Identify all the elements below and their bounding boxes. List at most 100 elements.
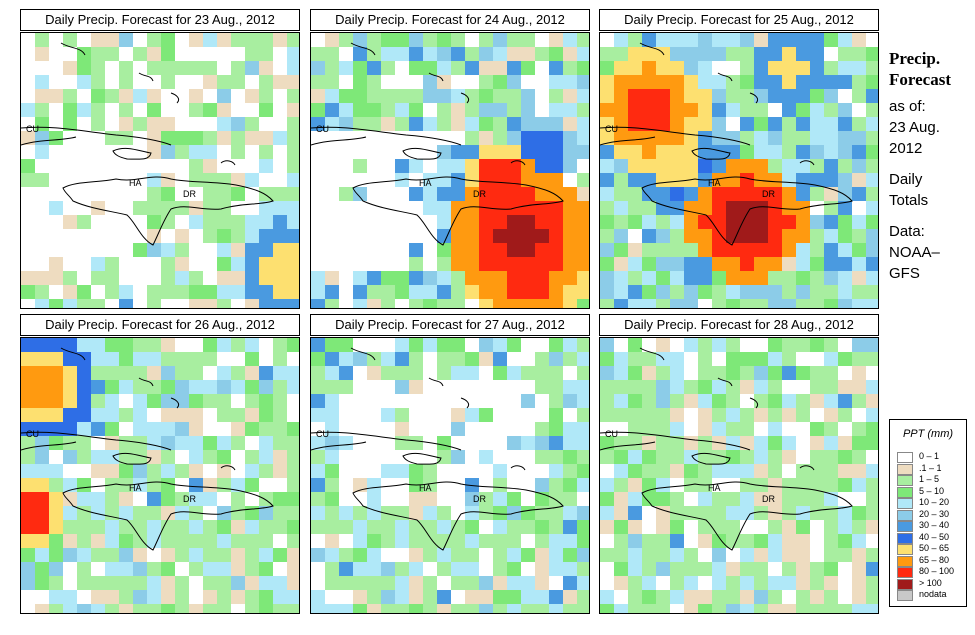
precip-cell: [535, 534, 549, 548]
precip-cell: [367, 436, 381, 450]
precip-cell: [810, 352, 824, 366]
precip-cell: [409, 131, 423, 145]
precip-cell: [395, 61, 409, 75]
precip-cell: [465, 201, 479, 215]
precip-cell: [521, 380, 535, 394]
precip-cell: [698, 299, 712, 308]
precip-cell: [670, 394, 684, 408]
precip-cell: [535, 548, 549, 562]
precip-cell: [339, 380, 353, 394]
precip-cell: [656, 576, 670, 590]
precip-cell: [866, 408, 878, 422]
precip-cell: [203, 478, 217, 492]
precip-cell: [479, 436, 493, 450]
precip-cell: [810, 159, 824, 173]
precip-cell: [768, 215, 782, 229]
precip-cell: [656, 215, 670, 229]
precip-cell: [353, 299, 367, 308]
precip-cell: [231, 492, 245, 506]
precip-cell: [521, 215, 535, 229]
precip-cell: [866, 534, 878, 548]
precip-cell: [782, 450, 796, 464]
precip-cell: [628, 478, 642, 492]
precip-cell: [161, 506, 175, 520]
precip-cell: [259, 61, 273, 75]
precip-cell: [535, 408, 549, 422]
precip-cell: [273, 271, 287, 285]
precip-cell: [437, 47, 451, 61]
precip-cell: [175, 436, 189, 450]
precip-cell: [563, 450, 577, 464]
precip-cell: [147, 201, 161, 215]
precip-cell: [91, 47, 105, 61]
precip-cell: [423, 75, 437, 89]
precip-cell: [203, 576, 217, 590]
precip-cell: [437, 299, 451, 308]
precip-cell: [684, 450, 698, 464]
precip-cell: [133, 61, 147, 75]
precip-cell: [287, 89, 299, 103]
precip-cell: [119, 131, 133, 145]
precip-cell: [367, 33, 381, 47]
precip-cell: [852, 33, 866, 47]
precip-cell: [577, 159, 589, 173]
legend-swatch: [897, 578, 913, 590]
precip-cell: [563, 215, 577, 229]
precip-cell: [600, 75, 614, 89]
precip-cell: [754, 285, 768, 299]
precip-cell: [507, 187, 521, 201]
precip-cell: [698, 61, 712, 75]
precip-cell: [353, 89, 367, 103]
precip-cell: [549, 380, 563, 394]
precip-cell: [77, 103, 91, 117]
precip-cell: [259, 33, 273, 47]
precip-cell: [367, 380, 381, 394]
precip-cell: [600, 394, 614, 408]
precip-cell: [740, 215, 754, 229]
precip-cell: [535, 33, 549, 47]
precip-cell: [614, 492, 628, 506]
precip-cell: [367, 103, 381, 117]
precip-cell: [437, 590, 451, 604]
precip-cell: [423, 534, 437, 548]
precip-cell: [866, 299, 878, 308]
precip-cell: [656, 173, 670, 187]
precip-cell: [381, 464, 395, 478]
precip-cell: [563, 478, 577, 492]
precip-cell: [381, 450, 395, 464]
precip-cell: [147, 506, 161, 520]
precip-cell: [698, 201, 712, 215]
precip-cell: [726, 89, 740, 103]
precip-cell: [521, 562, 535, 576]
precip-cell: [49, 215, 63, 229]
precip-cell: [810, 380, 824, 394]
precip-cell: [768, 229, 782, 243]
precip-cell: [670, 89, 684, 103]
precip-cell: [563, 548, 577, 562]
haiti-label: HA: [129, 178, 142, 188]
precip-cell: [105, 464, 119, 478]
precip-cell: [451, 33, 465, 47]
precip-cell: [549, 145, 563, 159]
precip-cell: [479, 285, 493, 299]
precip-cell: [119, 117, 133, 131]
precip-cell: [810, 47, 824, 61]
precip-cell: [91, 61, 105, 75]
precip-cell: [600, 271, 614, 285]
precip-cell: [91, 604, 105, 613]
precip-cell: [189, 103, 203, 117]
precip-cell: [105, 380, 119, 394]
precip-cell: [698, 492, 712, 506]
precip-cell: [119, 47, 133, 61]
precip-cell: [838, 576, 852, 590]
coastline: [112, 452, 152, 465]
precip-cell: [91, 89, 105, 103]
precip-cell: [465, 271, 479, 285]
precip-cell: [423, 576, 437, 590]
precip-cell: [409, 117, 423, 131]
precip-cell: [63, 159, 77, 173]
precip-cell: [810, 534, 824, 548]
precip-cell: [77, 534, 91, 548]
precip-cell: [754, 173, 768, 187]
precip-cell: [740, 394, 754, 408]
